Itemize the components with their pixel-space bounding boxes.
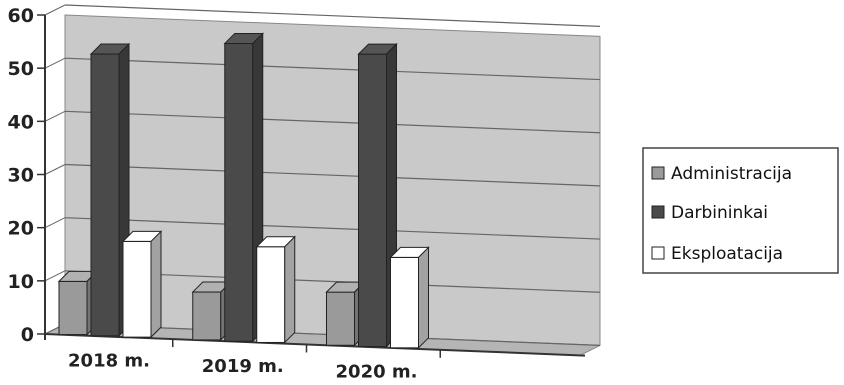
gridline-side [44, 217, 66, 229]
gridline-side [44, 270, 66, 282]
y-tick-label: 20 [8, 218, 34, 240]
legend-swatch-eksploatacija [651, 246, 665, 260]
bar-eksploatacija-1-side [150, 230, 162, 339]
bar-eksploatacija-3 [390, 256, 419, 349]
bar-eksploatacija-2 [256, 246, 286, 343]
bar-eksploatacija-2-side [284, 235, 296, 344]
y-tick-label: 60 [8, 5, 34, 27]
x-tick-label: 2018 m. [68, 351, 150, 372]
gridline [64, 217, 601, 240]
gridline-side [44, 164, 66, 175]
y-tick-label: 10 [8, 271, 34, 293]
legend-swatch-darbininkai [651, 205, 665, 219]
bar-administracija-2 [192, 291, 222, 341]
gridline [64, 163, 601, 187]
legend-swatch-administracija [651, 166, 665, 180]
bar-darbininkai-1 [90, 53, 120, 337]
y-tick-label: 40 [8, 111, 34, 133]
gridline [64, 110, 601, 134]
bar-eksploatacija-3-side [418, 246, 429, 350]
bar-darbininkai-3 [358, 53, 387, 348]
legend-box [642, 147, 839, 274]
gridline-side [44, 110, 66, 122]
legend-label-administracija: Administracija [671, 164, 792, 184]
x-tick-labels: 2018 m. 2019 m. 2020 m. [68, 351, 417, 383]
legend-label-darbininkai: Darbininkai [671, 203, 768, 223]
gridline-side [44, 57, 66, 69]
y-tick-label: 0 [21, 324, 34, 346]
bars [57, 32, 430, 350]
bar-administracija-3 [326, 291, 355, 346]
legend: Administracija Darbininkai Eksploatacija [642, 147, 839, 274]
bar-darbininkai-2 [224, 42, 254, 342]
legend-label-eksploatacija: Eksploatacija [671, 244, 783, 264]
bar-eksploatacija-1 [122, 240, 152, 338]
x-tick-label: 2019 m. [202, 356, 284, 377]
y-tick-labels: 0 10 20 30 40 50 60 [8, 5, 34, 346]
gridline [64, 57, 601, 81]
bar-administracija-1 [58, 280, 88, 336]
gridline-side [44, 4, 66, 16]
x-tick-label: 2020 m. [336, 361, 418, 382]
y-tick-label: 50 [8, 58, 34, 80]
y-tick-label: 30 [8, 165, 34, 187]
gridline [64, 4, 601, 27]
